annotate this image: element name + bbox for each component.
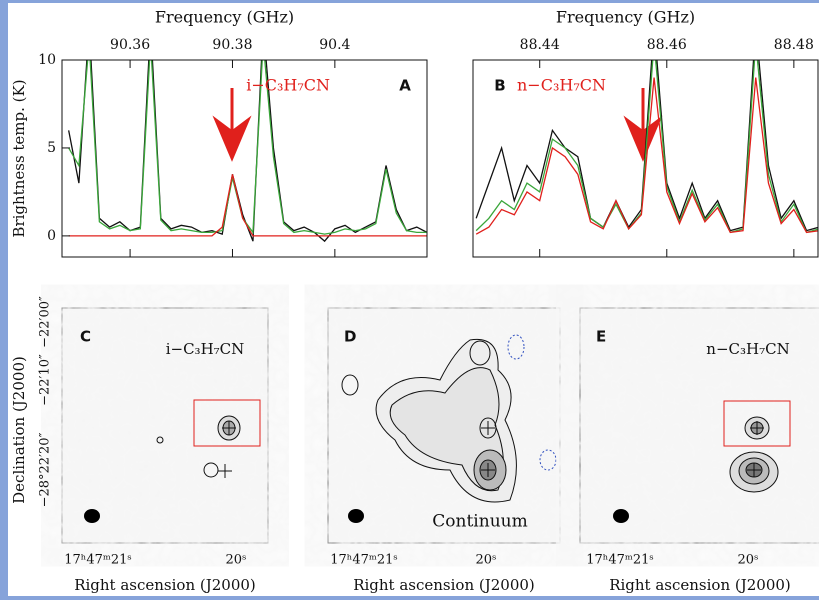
map-y-tick-label: −28°22′20″ <box>38 432 53 507</box>
panel-letter: A <box>399 77 411 95</box>
figure: C i−C₃H₇CN D Continuum E n−C₃H₇CN Declin… <box>0 0 819 600</box>
panel-label: i−C₃H₇CN <box>166 340 245 358</box>
y-tick-label: 5 <box>47 140 56 156</box>
map-x-tick-label: 20ˢ <box>476 553 497 568</box>
map-y-tick-label: −22′00″ <box>38 296 53 348</box>
panel-label: n−C₃H₇CN <box>706 340 789 358</box>
x-tick-label: 88.46 <box>647 37 687 53</box>
species-label: i−C₃H₇CN <box>246 76 330 95</box>
map-x-tick-label: 20ˢ <box>226 553 247 568</box>
panel-letter: B <box>494 77 505 95</box>
map-x-tick-label: 17ʰ47ᵐ21ˢ <box>330 553 398 568</box>
map-x-tick-label: 17ʰ47ᵐ21ˢ <box>64 553 132 568</box>
map-y-tick-label: −22′10″ <box>38 354 53 406</box>
x-tick-label: 88.48 <box>774 37 814 53</box>
beam <box>613 509 629 523</box>
y-axis-label: Brightness temp. (K) <box>10 79 28 237</box>
y-tick-label: 10 <box>38 52 56 68</box>
x-tick-label: 88.44 <box>520 37 560 53</box>
panel-label: Continuum <box>432 512 527 532</box>
panel-letter: E <box>596 328 606 346</box>
x-tick-label: 90.38 <box>212 37 252 53</box>
panel-letter: D <box>344 328 356 346</box>
contour <box>470 341 490 365</box>
species-label: n−C₃H₇CN <box>517 76 606 95</box>
map-x-label: Right ascension (J2000) <box>353 576 535 594</box>
beam <box>84 509 100 523</box>
y-tick-label: 0 <box>47 228 56 244</box>
x-tick-label: 90.36 <box>110 37 150 53</box>
map-x-label: Right ascension (J2000) <box>609 576 791 594</box>
map-y-label: Declination (J2000) <box>10 356 28 504</box>
map-x-tick-label: 20ˢ <box>738 553 759 568</box>
map-x-tick-label: 17ʰ47ᵐ21ˢ <box>586 553 654 568</box>
map-x-label: Right ascension (J2000) <box>74 576 256 594</box>
panel-letter: C <box>80 328 91 346</box>
x-axis-label: Frequency (GHz) <box>155 8 294 27</box>
x-tick-label: 90.4 <box>319 37 350 53</box>
beam <box>348 509 364 523</box>
x-axis-label: Frequency (GHz) <box>556 8 695 27</box>
